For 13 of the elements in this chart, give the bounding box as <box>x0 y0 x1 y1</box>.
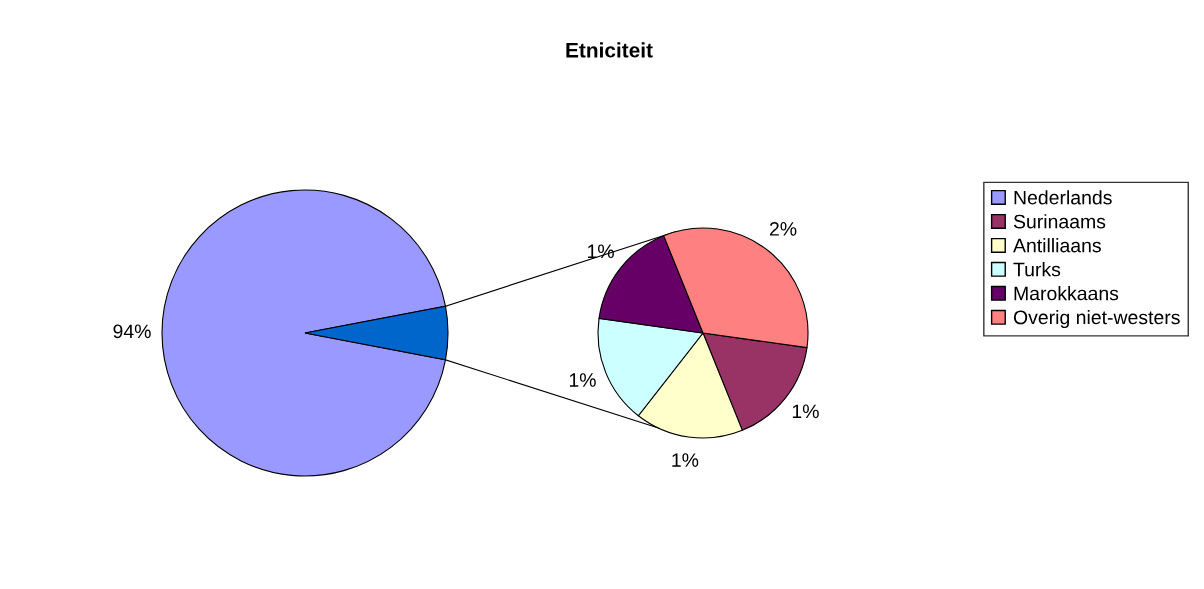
chart-title: Etniciteit <box>566 42 653 58</box>
legend-label: Overig niet-westers <box>1013 310 1180 329</box>
data-label: 94% <box>113 324 151 339</box>
data-label: 1% <box>792 404 819 419</box>
legend-label: Antilliaans <box>1013 238 1101 253</box>
legend-label: Turks <box>1013 262 1061 277</box>
data-label: 1% <box>587 244 614 259</box>
legend-label: Nederlands <box>1014 190 1112 205</box>
data-label: 1% <box>672 453 699 467</box>
legend-label: Marokkaans <box>1014 286 1119 301</box>
data-label: 1% <box>569 373 596 387</box>
data-label: 2% <box>769 222 797 236</box>
legend-label: Surinaams <box>1013 214 1106 229</box>
